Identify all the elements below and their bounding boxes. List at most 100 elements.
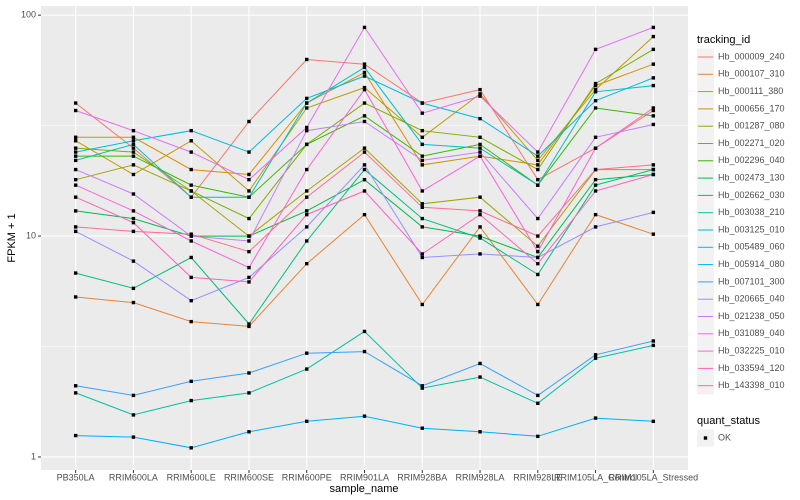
point (478, 92, 482, 96)
point (593, 353, 598, 357)
legend-label: Hb_033594_120 (718, 363, 785, 373)
point (73, 295, 78, 299)
point (651, 343, 656, 348)
point (593, 83, 598, 88)
point (73, 154, 78, 158)
point (189, 255, 193, 260)
point (305, 195, 309, 199)
point (420, 101, 424, 105)
point (478, 252, 482, 256)
point (362, 146, 367, 150)
point (73, 229, 78, 234)
legend-label: Hb_003125_010 (718, 224, 785, 234)
x-axis-title: sample_name (329, 483, 398, 495)
x-tick-label: RRIM600PE (282, 472, 332, 482)
point (593, 189, 598, 193)
point (478, 146, 482, 150)
x-tick-label: RRIM600SE (224, 472, 274, 482)
point (362, 70, 367, 75)
point (305, 239, 309, 243)
point (131, 163, 136, 167)
x-tick-label: RRIM105LA_Stressed (609, 472, 699, 482)
grid (41, 6, 688, 470)
point (420, 202, 424, 206)
point (536, 393, 540, 398)
point (362, 85, 367, 90)
point (247, 430, 251, 434)
legend-label: Hb_143398_010 (718, 380, 785, 390)
point (420, 426, 424, 430)
point (189, 275, 193, 280)
point (189, 128, 193, 133)
point (593, 146, 598, 150)
point (420, 158, 424, 163)
point (478, 212, 482, 217)
point (478, 87, 482, 92)
point (131, 209, 136, 213)
point (420, 216, 424, 221)
point (247, 189, 251, 193)
point (73, 108, 78, 113)
point (305, 225, 309, 229)
legend-label: Hb_020665_040 (718, 294, 785, 304)
point (536, 163, 540, 167)
point (478, 94, 482, 98)
point (131, 393, 136, 398)
legend-label: Hb_005914_080 (718, 259, 785, 269)
point (189, 195, 193, 199)
point (131, 259, 136, 263)
point (247, 322, 251, 326)
legend-label: Hb_032225_010 (718, 345, 785, 355)
x-tick-label: RRIM105LA_Control (554, 472, 637, 482)
point (420, 189, 424, 193)
point (420, 386, 424, 390)
point (305, 128, 309, 133)
point (247, 150, 251, 154)
point (131, 192, 136, 196)
point (131, 146, 136, 150)
point (651, 47, 656, 52)
point (73, 135, 78, 139)
point (305, 101, 309, 105)
x-tick-label: RRIM928BA (397, 472, 447, 482)
point (189, 139, 193, 143)
point (131, 172, 136, 177)
point (362, 25, 367, 30)
point (131, 300, 136, 305)
point (651, 34, 656, 39)
point (247, 177, 251, 182)
point (73, 167, 78, 172)
point (247, 216, 251, 221)
point (593, 225, 598, 229)
legend-label: Hb_000111_380 (718, 86, 783, 96)
point (131, 135, 136, 139)
point (189, 189, 193, 193)
point (73, 225, 78, 229)
point (131, 286, 136, 291)
point (420, 205, 424, 209)
point (651, 210, 656, 215)
point (247, 249, 251, 254)
y-axis-title: FPKM + 1 (6, 213, 18, 262)
point (131, 220, 136, 225)
point (536, 261, 540, 266)
point (420, 225, 424, 229)
x-tick-label: RRIM928LA (456, 472, 505, 482)
point (247, 195, 251, 199)
point (73, 177, 78, 182)
legend-label: Hb_021238_050 (718, 311, 785, 321)
point (131, 128, 136, 133)
point (478, 236, 482, 240)
legend-label: Hb_031089_040 (718, 328, 785, 338)
point (189, 167, 193, 172)
point (478, 430, 482, 434)
legend-label: Hb_002296_040 (718, 155, 785, 165)
point (362, 212, 367, 217)
point (420, 154, 424, 158)
point (593, 135, 598, 139)
point (73, 139, 78, 143)
point (305, 106, 309, 110)
point (536, 177, 540, 182)
point (651, 122, 656, 127)
